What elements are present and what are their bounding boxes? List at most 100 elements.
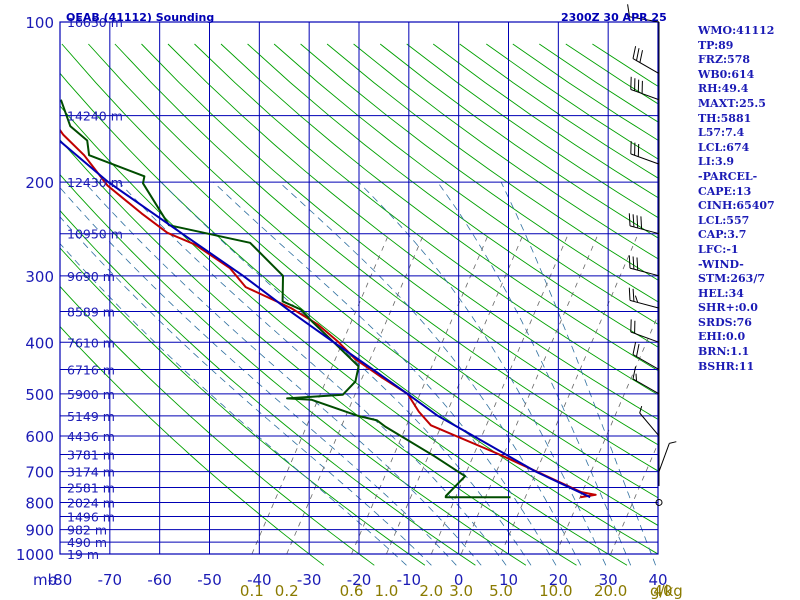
moist-adiabat-line <box>500 181 656 566</box>
stat-line: SRDS:76 <box>698 315 752 329</box>
dry-adiabat-line <box>60 209 476 566</box>
pressure-tick-label: 600 <box>25 428 54 446</box>
dry-adiabat-line <box>60 105 628 566</box>
temperature-tick-label: -20 <box>347 571 372 589</box>
dry-adiabat-line <box>247 43 658 348</box>
height-label: 5900 m <box>67 387 115 402</box>
height-label: 2024 m <box>67 495 115 510</box>
wind-barb <box>628 287 660 309</box>
stat-line: TH:5881 <box>698 111 752 125</box>
temperature-tick-label: 20 <box>549 571 568 589</box>
height-label: 982 m <box>67 523 107 538</box>
wind-barb <box>632 366 660 395</box>
pressure-tick-labels: 100 200 300 400 500 600 700 800 900 1000 <box>16 14 54 564</box>
wind-barb <box>627 4 660 23</box>
temperature-tick-label: 40 <box>648 571 667 589</box>
height-label: 5149 m <box>67 409 115 424</box>
temperature-tick-label: -60 <box>147 571 172 589</box>
stat-line: LCL:674 <box>698 140 750 154</box>
wind-barb <box>632 46 660 74</box>
dry-adiabat-line <box>167 43 658 420</box>
temperature-tick-labels: -80 -70 -60 -50 -40 -30 -20 -10 0 10 20 30 40 <box>48 571 668 589</box>
moist-adiabat-line <box>60 187 457 566</box>
moist-adiabat-line <box>60 243 407 566</box>
height-label: 490 m <box>67 535 107 550</box>
pressure-tick-label: 700 <box>25 464 54 482</box>
temperature-tick-label: 0 <box>454 571 464 589</box>
dry-adiabat-line <box>300 43 658 303</box>
height-label: 1496 m <box>67 509 115 524</box>
wind-barb <box>639 405 660 437</box>
stat-line: CINH:65407 <box>698 199 775 213</box>
wind-barb <box>655 498 663 506</box>
moist-adiabat-line <box>84 181 482 566</box>
moist-adiabat-line <box>437 181 632 566</box>
moist-adiabat-line <box>358 181 607 566</box>
dry-adiabat-line <box>60 325 325 566</box>
height-label: 8589 m <box>67 304 115 319</box>
stat-line: WMO:41112 <box>698 24 775 37</box>
stat-line: CAP:3.7 <box>698 228 747 242</box>
mixing-ratio-unit-label: g/kg <box>650 582 683 600</box>
dry-adiabat-line <box>141 43 658 446</box>
mixing-ratio-tick-labels: 0.1 0.2 0.6 1.0 2.0 3.0 5.0 10.0 20.0 40 <box>240 582 673 600</box>
stat-line: FRZ:578 <box>698 53 751 67</box>
wind-barbs <box>627 4 677 506</box>
mixing-ratio-tick-label: 2.0 <box>419 582 443 600</box>
height-label: 7610 m <box>67 335 115 350</box>
pressure-tick-label: 500 <box>25 386 54 404</box>
temperature-tick-label: -80 <box>48 571 73 589</box>
dry-adiabat-line <box>60 173 527 566</box>
height-label: 10950 m <box>67 227 123 242</box>
dry-adiabats <box>60 43 658 566</box>
temperature-tick-label: 10 <box>499 571 518 589</box>
stat-line: -PARCEL- <box>698 169 758 183</box>
mixing-ratio-tick-label: 0.1 <box>240 582 264 600</box>
stat-line: -WIND- <box>698 257 744 271</box>
mixing-ratio-tick-label: 20.0 <box>594 582 627 600</box>
valid-time: 2300Z 30 APR 25 <box>561 11 667 24</box>
stat-line: EHI:0.0 <box>698 330 746 344</box>
stat-line: LFC:-1 <box>698 242 739 256</box>
moist-adiabat-line <box>213 181 557 566</box>
plot-frame <box>59 21 659 555</box>
stat-line: BRN:1.1 <box>698 345 750 359</box>
stat-line: HEL:34 <box>698 286 744 300</box>
pressure-tick-label: 400 <box>25 334 54 352</box>
sounding-traces <box>60 99 597 499</box>
chart-title: OEAB (41112) Sounding <box>66 11 214 24</box>
height-label: 14240 m <box>67 109 123 124</box>
height-label: 9690 m <box>67 269 115 284</box>
stat-line: RH:49.4 <box>698 82 749 96</box>
stat-line: LI:3.9 <box>698 155 735 169</box>
wind-barb <box>628 255 660 277</box>
dry-adiabat-line <box>114 43 658 472</box>
sounding-trace <box>60 99 511 499</box>
temperature-tick-label: -10 <box>397 571 422 589</box>
pressure-tick-label: 900 <box>25 522 54 540</box>
stat-line: SHR+:0.0 <box>698 301 758 315</box>
height-label: 6716 m <box>67 363 115 378</box>
mixing-ratio-tick-label: 0.6 <box>340 582 364 600</box>
stat-line: WB0:614 <box>698 67 755 81</box>
mixing-ratio-tick-label: 40 <box>653 582 672 600</box>
mixing-ratio-tick-label: 0.2 <box>275 582 299 600</box>
dry-adiabat-line <box>194 43 658 396</box>
wind-barb <box>628 213 660 235</box>
stat-line: BSHR:11 <box>698 359 755 373</box>
stat-line: LCL:557 <box>698 213 750 227</box>
height-label: 3781 m <box>67 447 115 462</box>
mixing-ratio-tick-label: 10.0 <box>539 582 572 600</box>
dry-adiabat-line <box>273 43 658 325</box>
temperature-tick-label: -70 <box>98 571 123 589</box>
temperature-tick-label: -40 <box>247 571 272 589</box>
height-label: 4436 m <box>67 429 115 444</box>
pressure-tick-label: 300 <box>25 268 54 286</box>
wind-barb <box>630 319 660 343</box>
height-label: 16630 m <box>67 15 123 30</box>
dry-adiabat-line <box>60 139 577 566</box>
y-axis-unit-label: mb <box>33 571 57 589</box>
background-lines <box>60 22 658 566</box>
stat-line: STM:263/7 <box>698 272 765 286</box>
